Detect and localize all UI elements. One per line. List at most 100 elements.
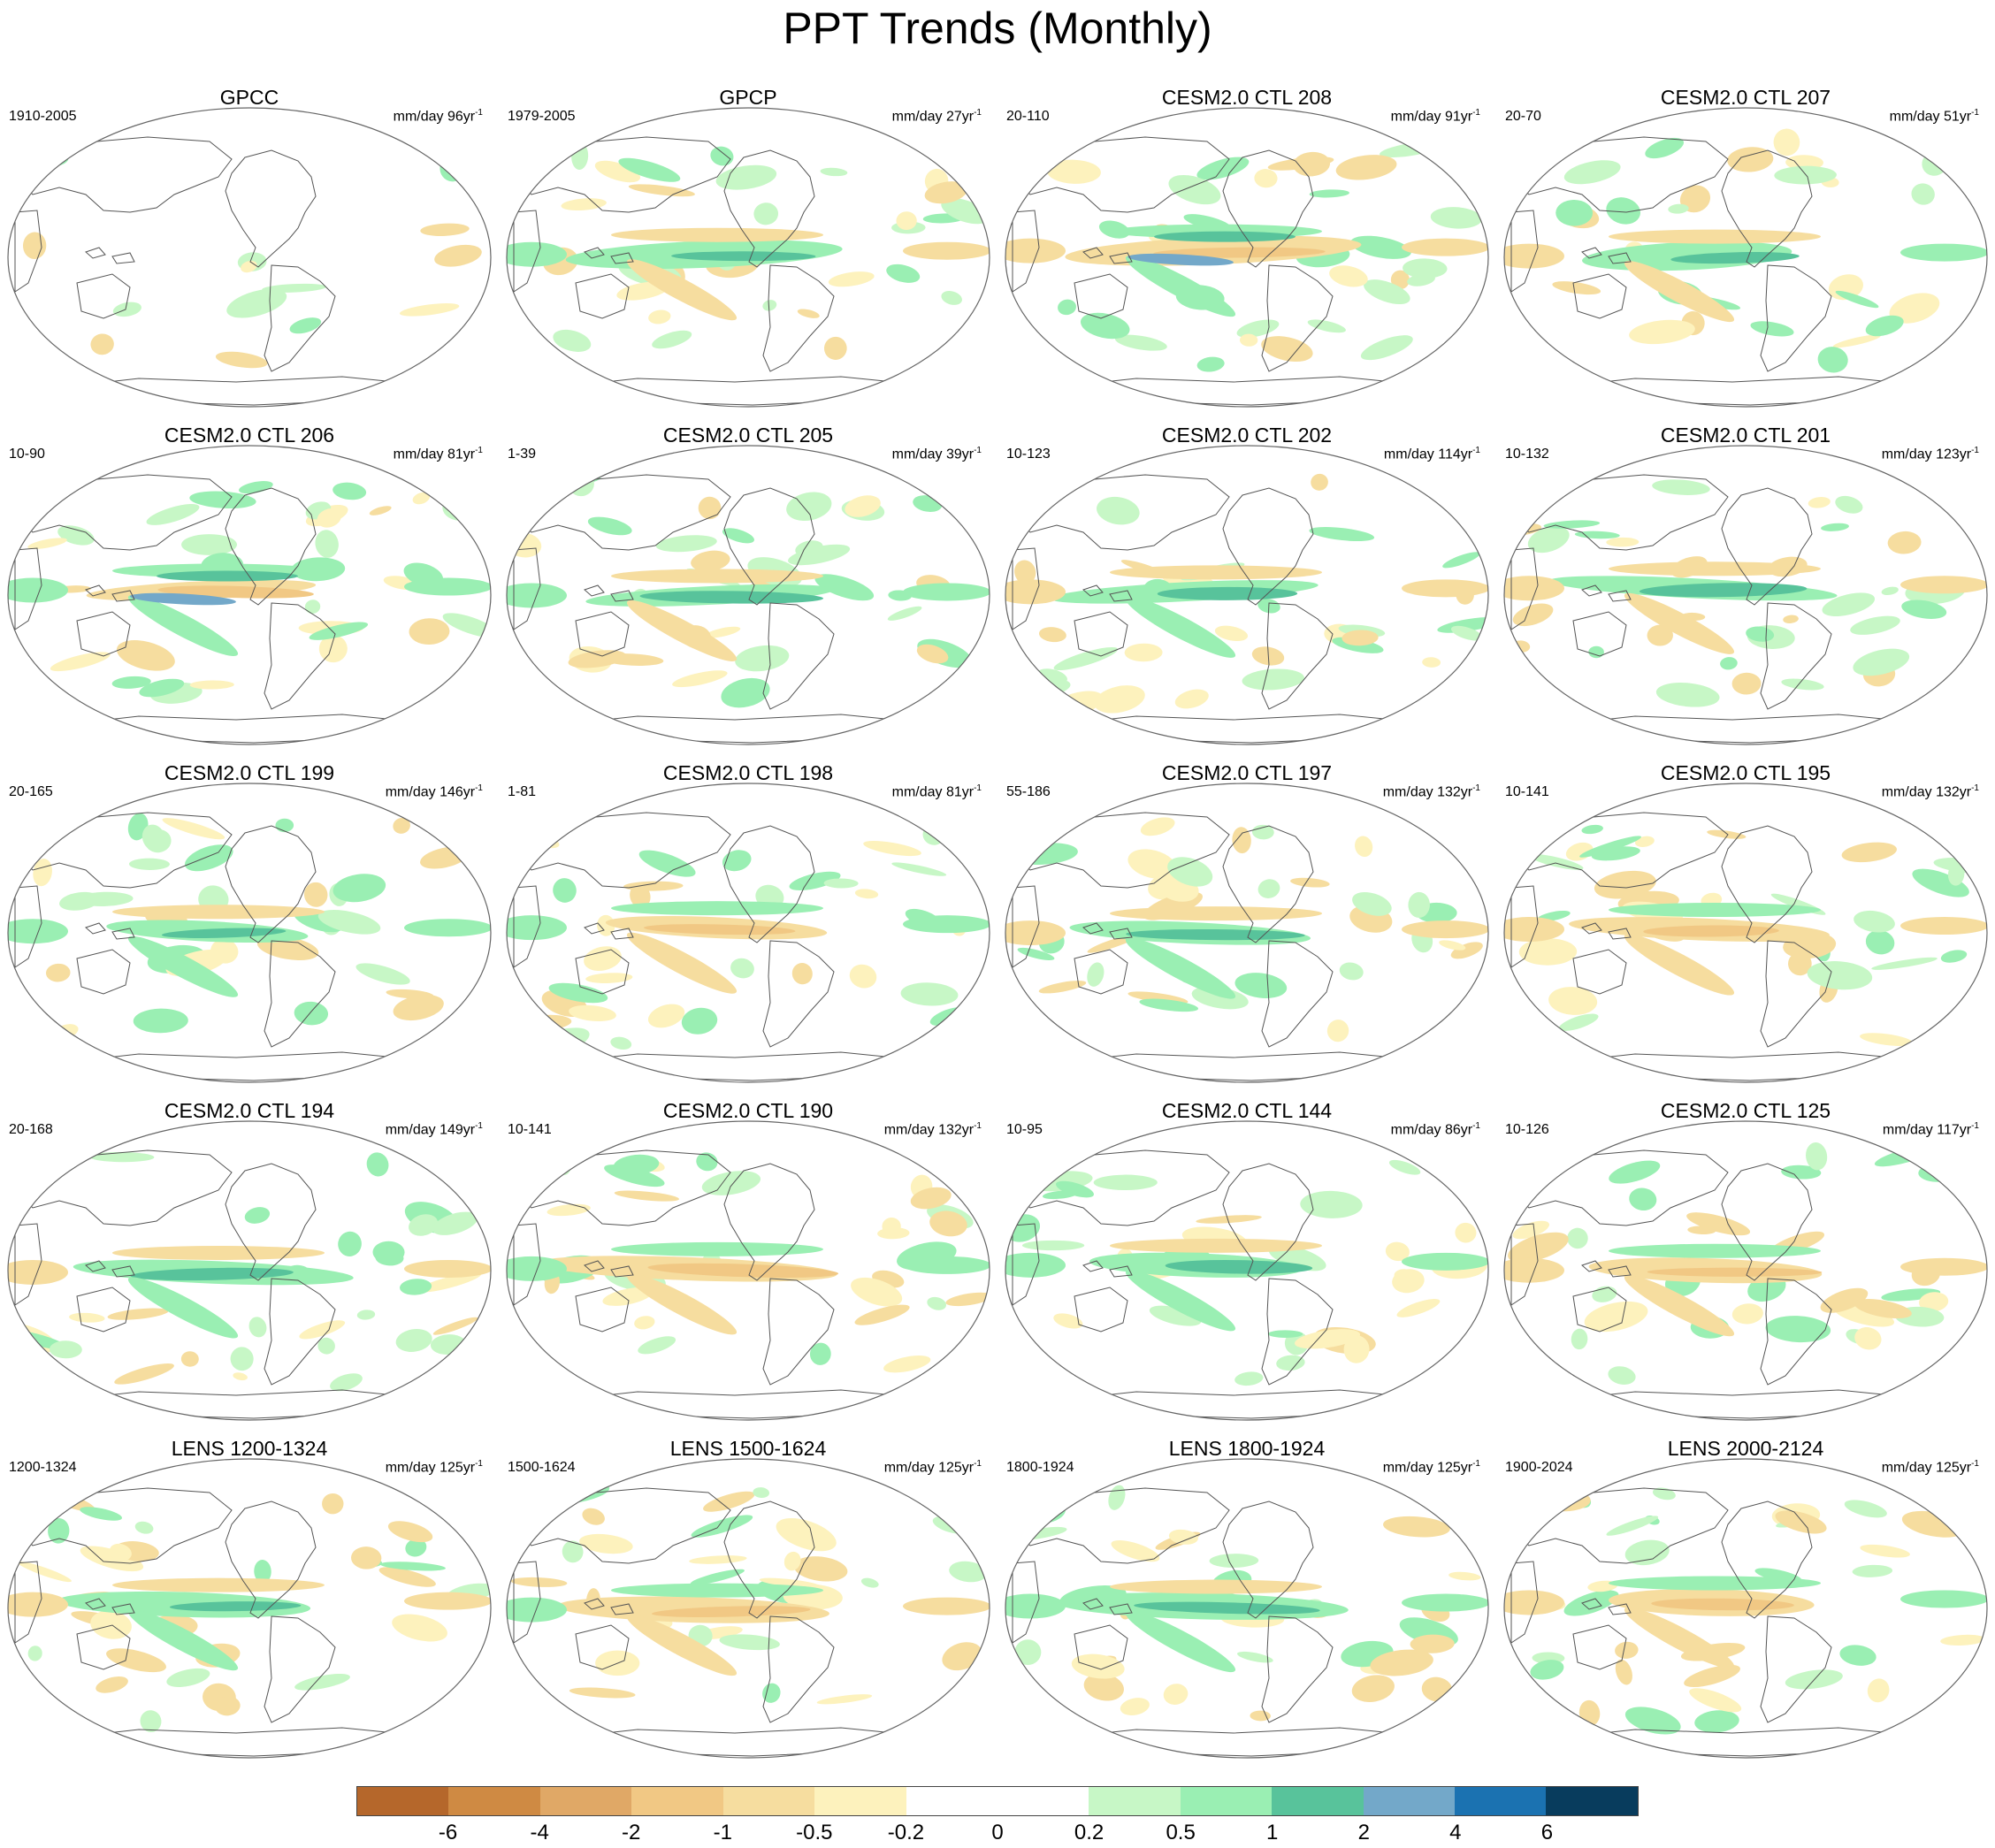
- trend-contour: [1887, 531, 1922, 554]
- coastline: [1082, 247, 1104, 259]
- trend-contour: [1441, 486, 1462, 509]
- trend-contour: [735, 645, 790, 672]
- trend-contour: [69, 1312, 105, 1323]
- trend-contour: [27, 538, 67, 550]
- trend-contour: [1149, 1305, 1202, 1326]
- map-boundary: [7, 1458, 492, 1759]
- trend-contour: [127, 1277, 239, 1339]
- coastline: [762, 1278, 835, 1386]
- trend-contour: [161, 928, 287, 938]
- coastline: [723, 825, 815, 943]
- trend-contour: [1781, 678, 1824, 691]
- trend-contour: [248, 1317, 267, 1338]
- trend-contour: [618, 157, 681, 182]
- trend-contour: [1686, 1212, 1751, 1236]
- trend-contour: [1609, 561, 1821, 577]
- trend-contour: [891, 862, 947, 876]
- coastline: [1261, 602, 1334, 710]
- coastline: [513, 885, 541, 968]
- coastline: [1721, 1163, 1813, 1281]
- trend-contour: [704, 626, 741, 638]
- coastline: [513, 1561, 541, 1644]
- map-panel: CESM2.0 CTL 205 1-39 mm/day 39yr-1: [499, 338, 998, 745]
- trend-contour: [215, 1696, 241, 1716]
- coastline: [1760, 602, 1832, 710]
- panel-period: 1-39: [508, 447, 537, 462]
- world-map: [1503, 445, 1988, 745]
- trend-contour: [611, 1583, 823, 1598]
- trend-contour: [630, 883, 651, 909]
- trend-contour: [1017, 947, 1055, 961]
- trend-contour: [1329, 265, 1368, 287]
- map-boundary: [506, 783, 990, 1083]
- trend-contour: [1261, 336, 1313, 363]
- coastline: [1572, 273, 1627, 319]
- trend-contour: [1058, 299, 1076, 316]
- trend-contour: [1518, 938, 1578, 966]
- trend-contour: [107, 1308, 169, 1320]
- trend-contour: [1268, 1245, 1326, 1271]
- trend-contour: [1267, 1330, 1303, 1338]
- coastline: [1012, 885, 1040, 968]
- trend-contour: [1014, 1639, 1042, 1666]
- coastline: [1760, 940, 1832, 1048]
- trend-contour: [90, 333, 114, 355]
- trend-contour: [157, 570, 298, 582]
- trend-contour: [762, 300, 777, 311]
- trend-contour: [1581, 824, 1603, 835]
- trend-contour: [1250, 1710, 1271, 1722]
- colorbar-swatch: [631, 1787, 723, 1815]
- coastline: [1222, 1163, 1314, 1281]
- panel-units: mm/day 149yr-1: [385, 1121, 483, 1138]
- trend-contour: [553, 1489, 577, 1499]
- trend-contour: [49, 1340, 82, 1359]
- colorbar-swatch: [1363, 1787, 1456, 1815]
- trend-contour: [17, 1561, 72, 1583]
- coastline: [513, 547, 541, 630]
- map-boundary: [1005, 1120, 1489, 1421]
- trend-contour: [133, 1008, 188, 1034]
- trend-contour: [1370, 1649, 1433, 1676]
- trend-contour: [139, 678, 185, 698]
- coastline: [1109, 928, 1133, 940]
- trend-contour: [814, 574, 875, 601]
- trend-contour: [1309, 189, 1349, 198]
- trend-contour: [762, 1683, 781, 1703]
- map-panel: CESM2.0 CTL 190 10-141 mm/day 132yr-1: [499, 1013, 998, 1421]
- trend-contour: [1860, 1033, 1914, 1047]
- world-map: [1503, 783, 1988, 1083]
- trend-contour: [793, 1556, 848, 1582]
- coastline: [1581, 247, 1602, 259]
- trend-contour: [1806, 1142, 1828, 1171]
- trend-contour: [375, 1249, 404, 1266]
- trend-contour: [1153, 247, 1326, 258]
- trend-contour: [1512, 1220, 1550, 1240]
- coastline: [111, 1603, 135, 1615]
- page-title: PPT Trends (Monthly): [783, 4, 1212, 53]
- trend-contour: [1773, 128, 1800, 157]
- coastline: [264, 602, 336, 710]
- trend-contour: [561, 198, 607, 211]
- trend-contour: [1508, 1232, 1569, 1263]
- trend-contour: [691, 550, 730, 572]
- map-boundary: [1005, 1458, 1489, 1759]
- trend-contour: [1232, 827, 1251, 854]
- trend-contour: [703, 1491, 755, 1512]
- trend-contour: [393, 817, 410, 834]
- trend-contour: [275, 818, 294, 833]
- trend-contour: [610, 1036, 632, 1050]
- trend-contour: [1093, 1174, 1158, 1191]
- trend-contour: [936, 810, 978, 837]
- trend-contour: [1853, 648, 1910, 676]
- trend-contour: [1168, 174, 1221, 205]
- coastline: [1608, 1603, 1632, 1615]
- colorbar-label: -0.5: [796, 1821, 833, 1844]
- trend-contour: [1127, 849, 1177, 879]
- trend-contour: [356, 1310, 376, 1320]
- trend-contour: [106, 1648, 166, 1673]
- coastline: [14, 1223, 42, 1306]
- trend-contour: [338, 1231, 362, 1256]
- trend-contour: [369, 506, 392, 515]
- panel-title: CESM2.0 CTL 194: [164, 1099, 335, 1122]
- panel-title: CESM2.0 CTL 197: [1161, 761, 1333, 784]
